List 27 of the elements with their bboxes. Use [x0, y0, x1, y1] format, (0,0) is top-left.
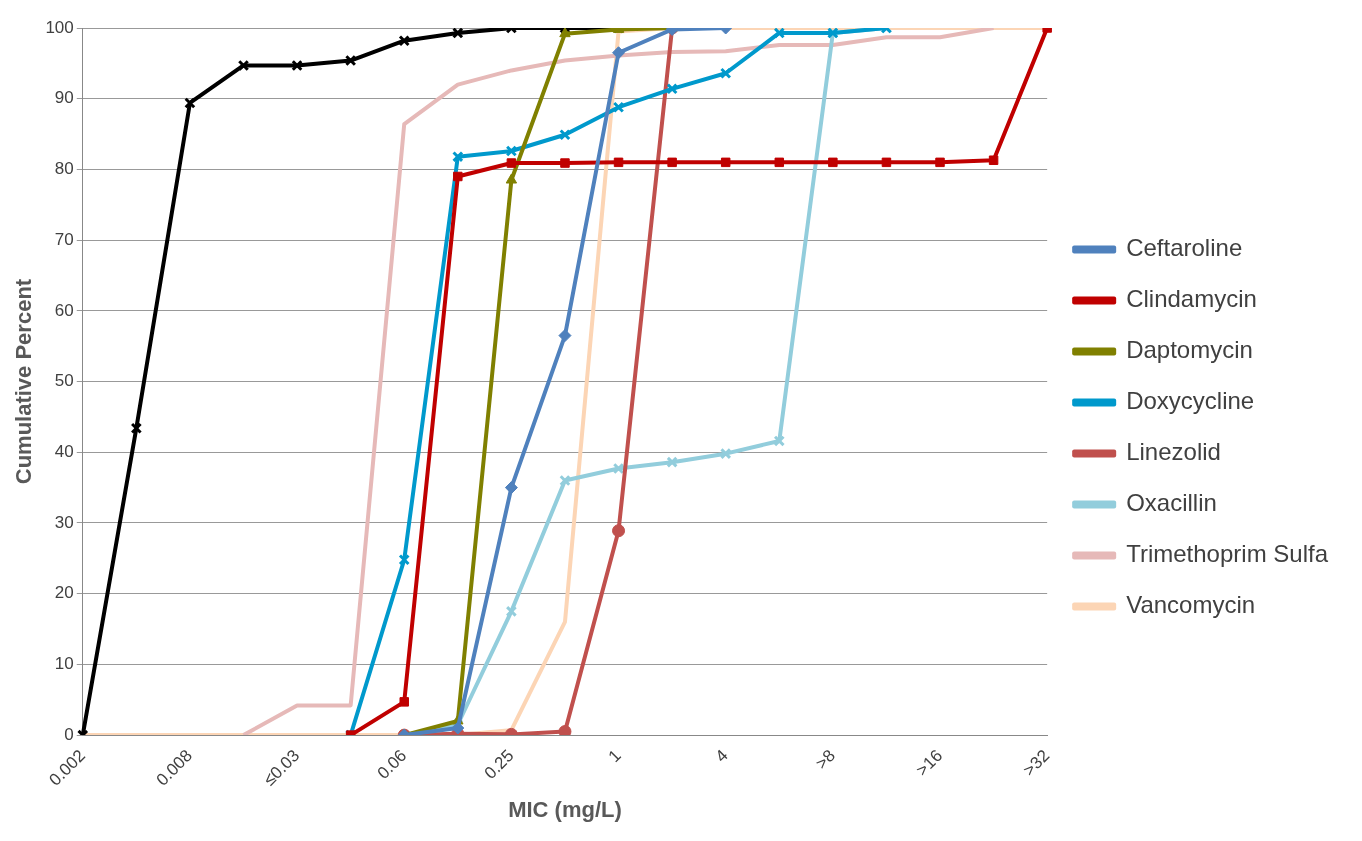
y-tick-label: 100 — [45, 17, 74, 37]
y-tick-label: 70 — [54, 229, 74, 249]
y-tick-label: 10 — [54, 654, 74, 674]
y-tick-label: 0 — [64, 724, 74, 744]
y-tick-label: 90 — [54, 88, 74, 108]
legend-label: Ceftaroline — [1126, 234, 1243, 262]
legend-label: Clindamycin — [1126, 285, 1257, 313]
y-tick-label: 30 — [54, 512, 74, 532]
x-tick-label: >32 — [1019, 746, 1054, 780]
legend-label: Linezolid — [1126, 438, 1221, 466]
x-tick-label: 0.06 — [373, 746, 411, 783]
legend-label: Vancomycin — [1126, 591, 1256, 619]
y-tick-label: 80 — [54, 159, 74, 179]
legend-label: Trimethoprim Sulfa — [1126, 540, 1329, 568]
legend-label: Daptomycin — [1126, 336, 1253, 364]
x-tick-label: >16 — [912, 746, 947, 780]
y-tick-label: 20 — [54, 583, 74, 603]
x-tick-label: 4 — [711, 746, 732, 767]
y-tick-label: 40 — [54, 441, 74, 461]
legend-label: Oxacillin — [1126, 489, 1217, 517]
x-tick-label: 1 — [604, 746, 625, 767]
y-axis-title: Cumulative Percent — [11, 278, 37, 485]
y-tick-label: 50 — [54, 371, 74, 391]
y-tick-label: 60 — [54, 300, 74, 320]
x-axis-title: MIC (mg/L) — [508, 796, 622, 822]
x-tick-label: >8 — [811, 746, 839, 774]
legend-label: Doxycycline — [1126, 387, 1255, 415]
